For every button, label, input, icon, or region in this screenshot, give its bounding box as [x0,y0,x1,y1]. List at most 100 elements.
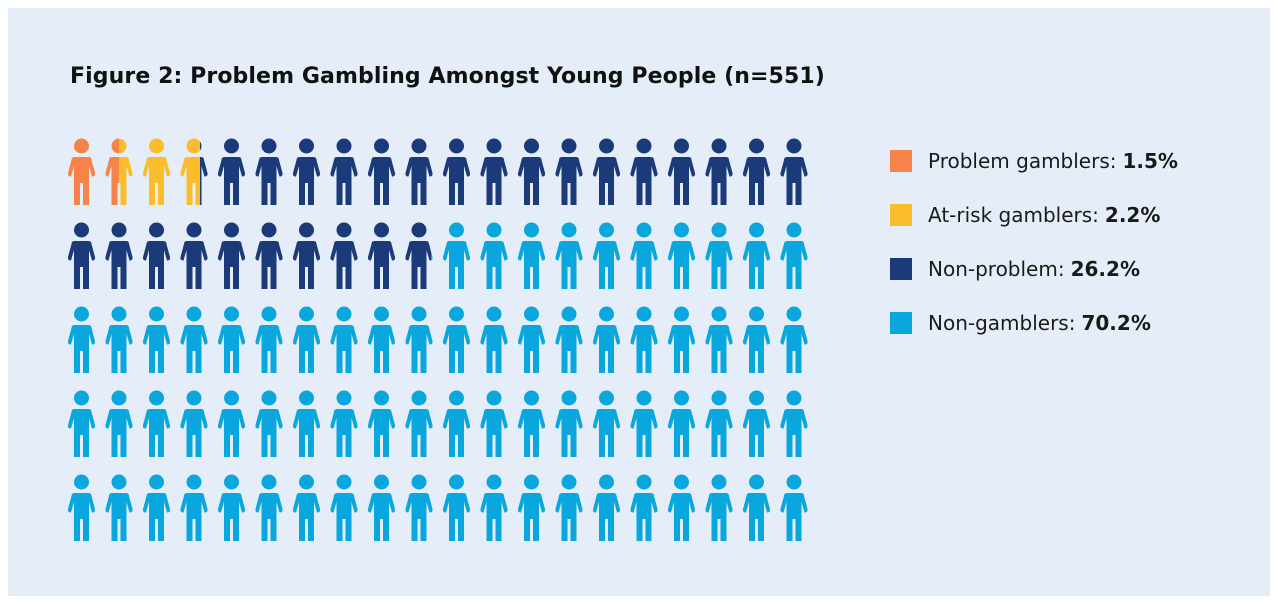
person-shape [405,306,433,373]
person-shape [592,306,621,373]
person-icon [105,222,133,289]
person-icon [480,306,508,373]
person-icon [630,390,658,457]
person-icon [292,222,321,289]
person-shape-part [105,138,120,205]
person-icon [555,474,583,541]
person-icon [442,390,471,457]
person-icon [480,222,508,289]
person-shape [180,306,208,373]
person-icon [517,138,546,205]
person-icon [555,138,583,205]
person-shape [517,222,546,289]
person-icon [105,390,133,457]
person-icon [405,306,433,373]
person-shape [217,222,246,289]
person-shape [67,222,96,289]
person-icon [742,390,771,457]
person-shape [705,390,733,457]
legend-value-problem-gamblers: 1.5% [1122,149,1178,173]
person-shape [592,390,621,457]
person-icon [367,390,396,457]
person-icon [142,222,171,289]
person-icon [255,306,283,373]
person-shape [142,138,171,205]
person-shape [442,390,471,457]
person-shape [442,474,471,541]
person-icon [480,138,508,205]
person-shape [705,474,733,541]
person-shape [517,138,546,205]
person-icon [142,474,171,541]
person-icon [780,306,808,373]
person-icon [405,222,433,289]
person-shape [292,138,321,205]
person-icon [180,222,208,289]
person-shape [292,222,321,289]
legend-swatch-non-gamblers [890,312,912,334]
person-icon [255,222,283,289]
person-shape [405,390,433,457]
person-icon [517,474,546,541]
person-shape [742,222,771,289]
person-shape [592,222,621,289]
person-icon [67,222,96,289]
person-icon [255,474,283,541]
person-shape [180,390,208,457]
person-icon [705,222,733,289]
person-icon [480,474,508,541]
person-icon [592,222,621,289]
person-shape [405,138,433,205]
person-icon [667,306,696,373]
person-shape [742,138,771,205]
person-icon [780,138,808,205]
person-shape [255,222,283,289]
person-shape-part [119,138,133,205]
person-shape-part [405,222,432,289]
person-icon [705,138,733,205]
person-icon [592,474,621,541]
person-icon [667,390,696,457]
person-icon [667,222,696,289]
person-icon [67,306,96,373]
person-icon [592,390,621,457]
person-icon [255,138,283,205]
person-icon [142,306,171,373]
person-icon [517,222,546,289]
person-icon [592,306,621,373]
person-shape [105,474,133,541]
person-icon [330,306,358,373]
person-shape [367,390,396,457]
person-icon [442,474,471,541]
person-icon [217,222,246,289]
person-icon [405,390,433,457]
person-icon [555,222,583,289]
person-icon [630,474,658,541]
person-icon [780,222,808,289]
person-shape [592,474,621,541]
person-shape [480,474,508,541]
person-icon [142,138,171,205]
person-shape [142,222,171,289]
person-icon [630,138,658,205]
person-icon [405,474,433,541]
person-shape [330,474,358,541]
legend-value-non-problem: 26.2% [1070,257,1140,281]
person-shape [67,474,96,541]
person-shape [105,390,133,457]
person-icon [442,138,471,205]
legend-swatch-at-risk-gamblers [890,204,912,226]
pictograph-grid [67,138,808,541]
person-icon [292,138,321,205]
person-shape [555,222,583,289]
person-icon [367,306,396,373]
legend-item-at-risk-gamblers: At-risk gamblers: 2.2% [890,200,1160,230]
person-shape [742,390,771,457]
person-icon [442,306,471,373]
person-shape [555,306,583,373]
person-icon [217,390,246,457]
person-shape [742,474,771,541]
person-shape [142,474,171,541]
person-shape [630,138,658,205]
person-shape [780,390,808,457]
